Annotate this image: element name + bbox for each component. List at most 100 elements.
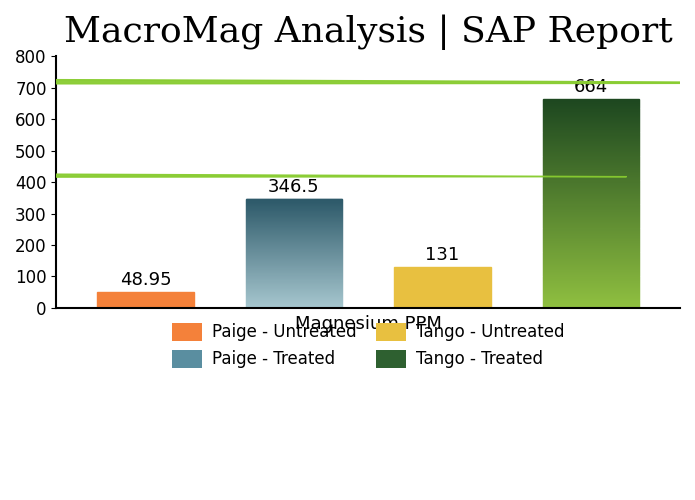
Bar <box>543 132 639 134</box>
Bar <box>543 144 639 145</box>
Bar <box>245 202 342 203</box>
Bar <box>245 282 342 283</box>
Bar <box>543 148 639 149</box>
Bar <box>543 202 639 203</box>
Bar <box>543 217 639 218</box>
Bar <box>543 300 639 302</box>
Bar <box>245 257 342 258</box>
Bar <box>245 278 342 279</box>
Bar <box>543 261 639 262</box>
Bar <box>543 147 639 148</box>
Bar <box>543 283 639 284</box>
Bar <box>543 187 639 188</box>
Bar <box>543 238 639 239</box>
Bar <box>245 277 342 278</box>
Bar <box>245 260 342 261</box>
Bar <box>245 258 342 259</box>
Bar <box>543 235 639 236</box>
Bar <box>245 262 342 263</box>
Bar <box>245 296 342 297</box>
Bar <box>245 200 342 201</box>
Bar <box>245 245 342 246</box>
Bar <box>543 156 639 158</box>
Bar <box>543 130 639 132</box>
Bar <box>543 298 639 300</box>
Bar <box>543 213 639 214</box>
Bar <box>543 208 639 210</box>
Bar <box>543 206 639 208</box>
Bar <box>543 167 639 168</box>
Bar <box>543 269 639 270</box>
Bar <box>245 220 342 222</box>
Bar <box>245 204 342 205</box>
Bar <box>245 273 342 274</box>
Bar <box>543 282 639 283</box>
Bar <box>245 274 342 275</box>
Bar <box>543 258 639 259</box>
Bar <box>245 286 342 287</box>
Bar <box>245 249 342 250</box>
Bar <box>543 140 639 141</box>
Bar <box>543 188 639 189</box>
Bar <box>543 263 639 264</box>
Bar <box>543 102 639 104</box>
Bar <box>543 243 639 244</box>
Bar <box>543 116 639 117</box>
Bar <box>543 256 639 258</box>
Bar <box>543 121 639 122</box>
Bar <box>543 101 639 102</box>
Bar <box>245 299 342 300</box>
Bar <box>245 303 342 304</box>
Bar <box>245 242 342 243</box>
Bar <box>245 206 342 207</box>
Bar <box>543 141 639 142</box>
Bar <box>543 284 639 285</box>
Bar <box>543 268 639 269</box>
Bar <box>543 286 639 287</box>
Bar <box>394 266 491 308</box>
Bar <box>543 210 639 211</box>
Bar <box>245 221 342 222</box>
Bar <box>543 244 639 245</box>
Bar <box>245 264 342 265</box>
Text: 346.5: 346.5 <box>268 178 320 196</box>
Bar <box>245 229 342 230</box>
Bar <box>245 235 342 236</box>
Bar <box>245 266 342 267</box>
Bar <box>245 301 342 302</box>
Bar <box>245 224 342 225</box>
Bar <box>543 306 639 307</box>
Bar <box>245 214 342 216</box>
Bar <box>543 212 639 213</box>
Bar <box>245 213 342 214</box>
Bar <box>543 115 639 116</box>
Bar <box>245 207 342 208</box>
Bar <box>543 198 639 200</box>
Bar <box>543 272 639 274</box>
Bar <box>543 154 639 156</box>
Bar <box>245 283 342 284</box>
Bar <box>245 241 342 242</box>
Bar <box>245 233 342 234</box>
Bar <box>543 164 639 165</box>
Bar <box>245 222 342 223</box>
Bar <box>245 210 342 211</box>
Bar <box>543 278 639 280</box>
Bar <box>543 138 639 139</box>
Text: 664: 664 <box>574 78 608 96</box>
Bar <box>543 288 639 289</box>
Bar <box>543 186 639 187</box>
Bar <box>543 149 639 150</box>
Bar <box>543 120 639 121</box>
Bar <box>543 165 639 166</box>
Bar <box>543 240 639 241</box>
Bar <box>543 234 639 235</box>
Bar <box>245 294 342 295</box>
Bar <box>543 224 639 226</box>
Bar <box>245 267 342 268</box>
Bar <box>245 219 342 220</box>
Bar <box>543 117 639 118</box>
Legend: Paige - Untreated, Paige - Treated, Tango - Untreated, Tango - Treated: Paige - Untreated, Paige - Treated, Tang… <box>165 316 571 375</box>
Bar <box>245 239 342 240</box>
Bar <box>245 232 342 233</box>
